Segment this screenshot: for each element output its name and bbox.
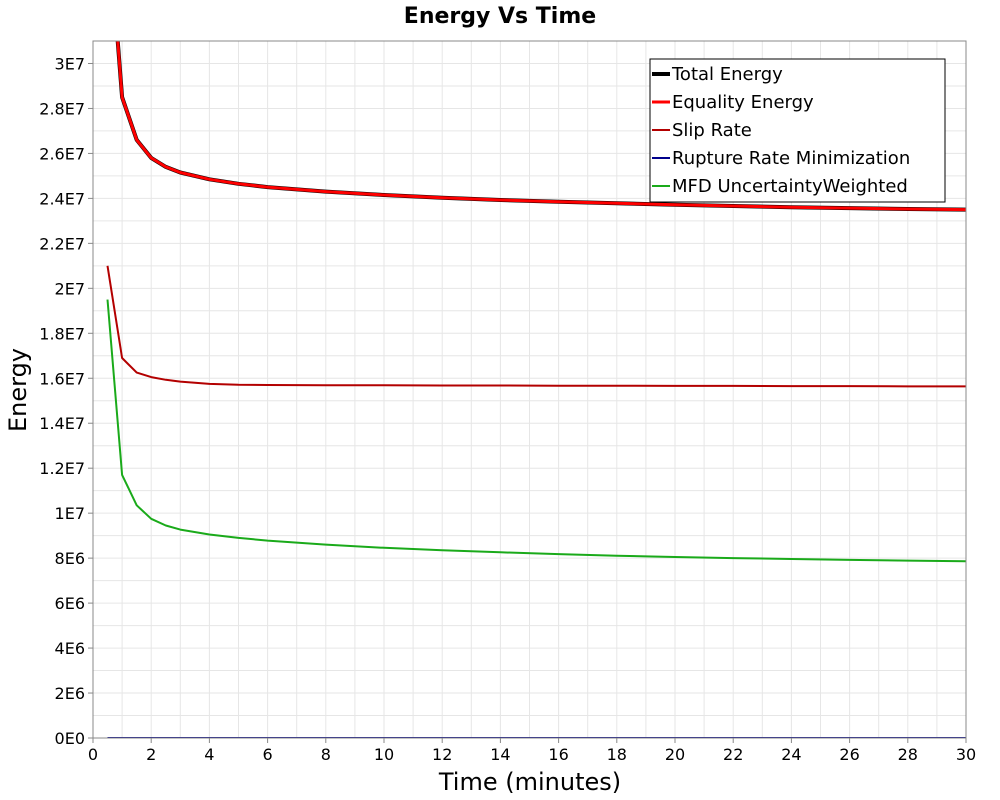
x-tick-label: 4 <box>204 745 214 764</box>
y-tick-label: 2.8E7 <box>39 99 85 118</box>
legend-entry-label: Total Energy <box>671 64 783 85</box>
y-tick-label: 4E6 <box>55 639 85 658</box>
x-tick-label: 8 <box>321 745 331 764</box>
y-tick-label: 1.8E7 <box>39 324 85 343</box>
y-axis-title: Energy <box>4 348 32 432</box>
x-tick-label: 2 <box>146 745 156 764</box>
y-tick-label: 2E7 <box>55 279 85 298</box>
chart-title: Energy Vs Time <box>404 4 596 29</box>
x-tick-label: 24 <box>781 745 801 764</box>
y-tick-label: 2.2E7 <box>39 234 85 253</box>
x-tick-label: 14 <box>490 745 510 764</box>
x-tick-label: 10 <box>374 745 394 764</box>
x-tick-label: 18 <box>607 745 627 764</box>
legend-entry-label: Equality Energy <box>672 92 814 113</box>
series-layer <box>106 41 966 738</box>
x-tick-label: 28 <box>898 745 918 764</box>
x-tick-label: 26 <box>839 745 859 764</box>
legend-box <box>649 58 946 203</box>
y-axis-ticks: 0E0 2E6 4E6 6E6 8E6 1E7 1.2E7 1.4E7 1.6E7 1.8E7 2E… <box>39 54 93 748</box>
x-tick-label: 0 <box>88 745 98 764</box>
legend: Total Energy Equality Energy Slip Rate Rupt… <box>649 58 946 203</box>
plot-frame <box>92 40 967 739</box>
x-tick-label: 22 <box>723 745 743 764</box>
x-tick-label: 16 <box>548 745 568 764</box>
x-tick-label: 30 <box>956 745 976 764</box>
y-tick-label: 0E0 <box>55 729 85 748</box>
x-axis-title: Time (minutes) <box>438 768 621 796</box>
y-tick-label: 2E6 <box>55 684 85 703</box>
x-tick-label: 20 <box>665 745 685 764</box>
x-tick-label: 6 <box>263 745 273 764</box>
y-tick-label: 1.4E7 <box>39 414 85 433</box>
y-tick-label: 6E6 <box>55 594 85 613</box>
series-line-slip-rate <box>106 265 966 388</box>
y-tick-label: 2.6E7 <box>39 144 85 163</box>
y-tick-label: 1.2E7 <box>39 459 85 478</box>
y-tick-label: 1E7 <box>55 504 85 523</box>
legend-entry-label: Slip Rate <box>672 120 752 141</box>
y-tick-label: 3E7 <box>55 54 85 73</box>
y-tick-label: 2.4E7 <box>39 189 85 208</box>
legend-entry-label: Rupture Rate Minimization <box>672 148 910 169</box>
x-axis-ticks: 0 2 4 6 8 10 12 14 16 18 20 22 24 26 28 30 <box>88 738 976 764</box>
series-line-mfd-uncertaintyweighted <box>106 299 966 563</box>
legend-entry-label: MFD UncertaintyWeighted <box>672 176 908 197</box>
y-tick-label: 1.6E7 <box>39 369 85 388</box>
y-tick-label: 8E6 <box>55 549 85 568</box>
series-line-equality-energy <box>116 41 966 212</box>
x-tick-label: 12 <box>432 745 452 764</box>
